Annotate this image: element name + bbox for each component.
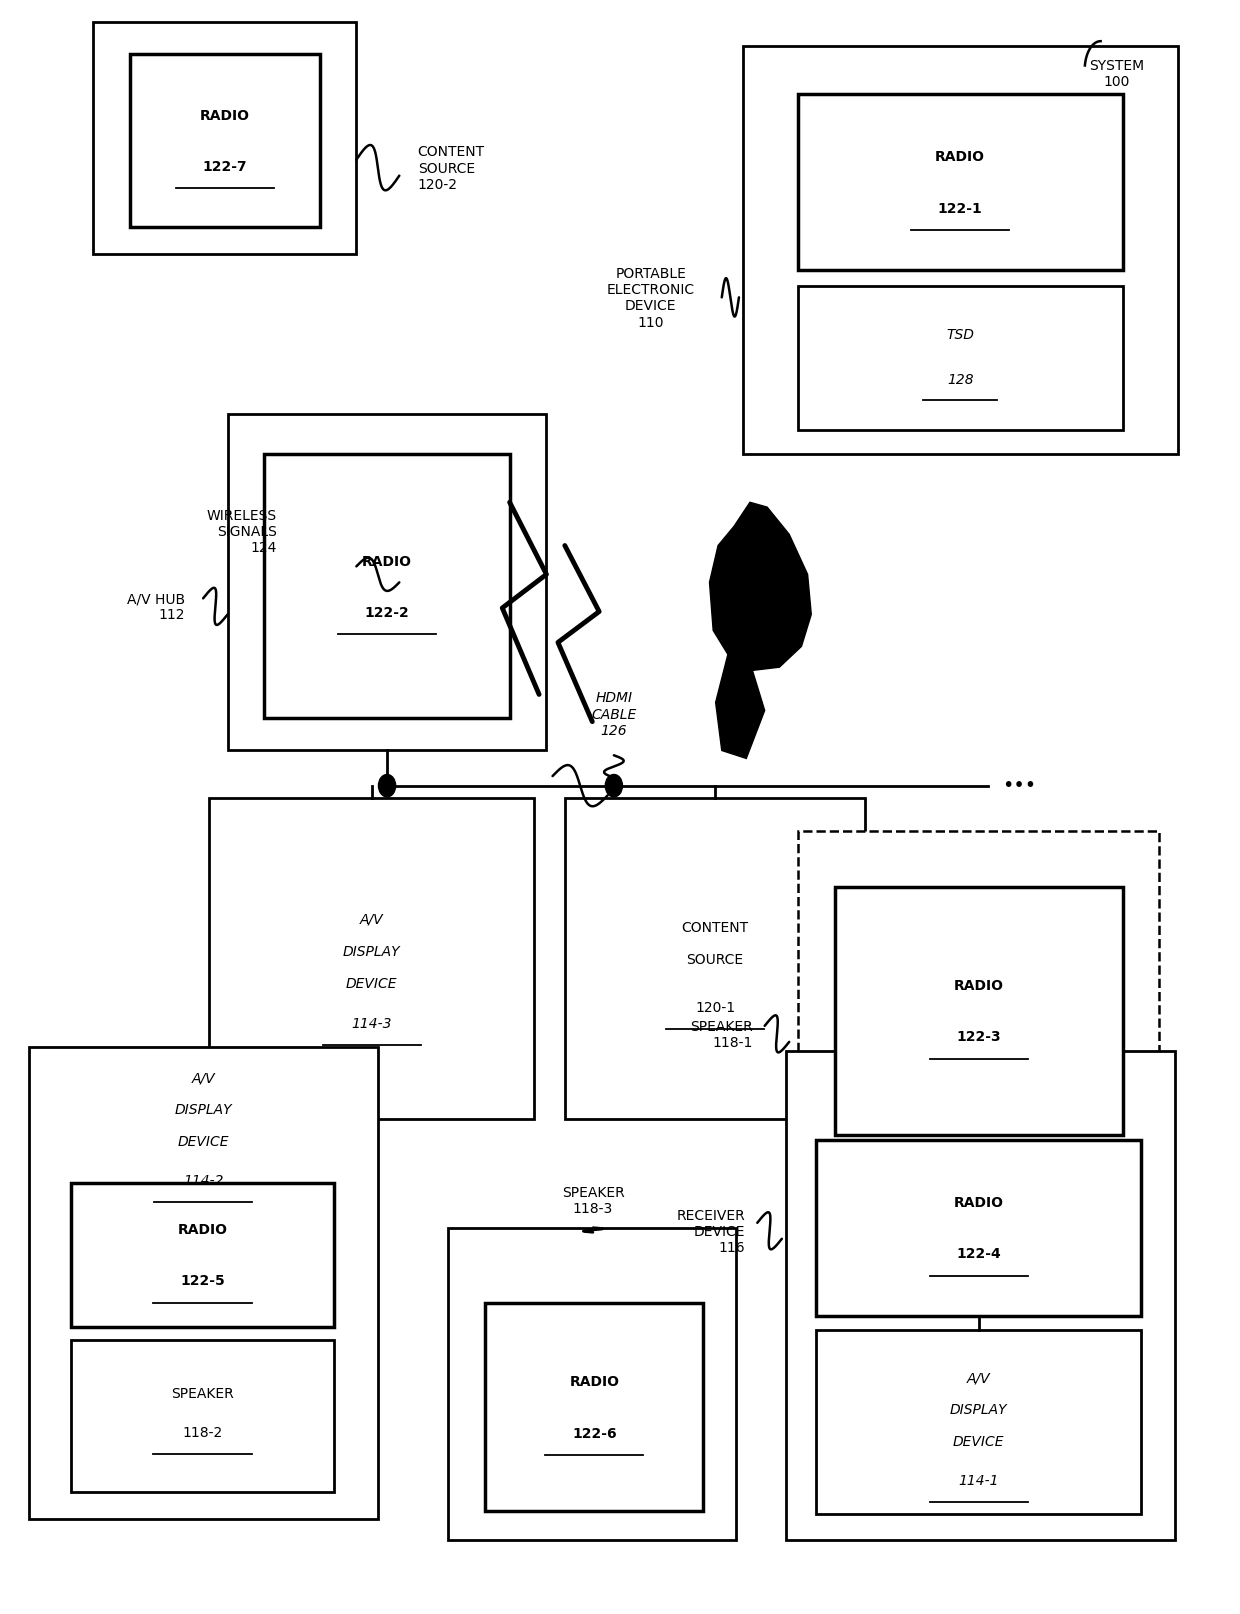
Text: A/V HUB
112: A/V HUB 112: [126, 592, 185, 621]
Text: CONTENT: CONTENT: [682, 920, 749, 935]
Bar: [29, 1047, 378, 1519]
Text: DEVICE: DEVICE: [952, 1435, 1004, 1448]
Bar: [797, 95, 1122, 271]
PathPatch shape: [715, 655, 765, 759]
Circle shape: [378, 775, 396, 797]
Text: 114-1: 114-1: [959, 1474, 999, 1486]
Bar: [449, 1228, 737, 1540]
Text: HDMI
CABLE
126: HDMI CABLE 126: [591, 691, 636, 738]
Text: DISPLAY: DISPLAY: [950, 1403, 1007, 1417]
Text: RADIO: RADIO: [362, 554, 412, 568]
Text: A/V: A/V: [191, 1070, 215, 1085]
Text: 122-3: 122-3: [956, 1030, 1001, 1044]
Text: USER: USER: [746, 544, 784, 558]
Text: TSD: TSD: [946, 328, 975, 342]
Text: RADIO: RADIO: [177, 1222, 227, 1236]
Bar: [835, 888, 1122, 1135]
Text: SPEAKER
118-3: SPEAKER 118-3: [562, 1186, 625, 1215]
Text: 122-7: 122-7: [202, 160, 247, 174]
Bar: [264, 455, 510, 718]
Bar: [816, 1139, 1141, 1315]
Text: 122-6: 122-6: [572, 1425, 616, 1440]
Text: SPEAKER
118-1: SPEAKER 118-1: [689, 1018, 753, 1049]
Text: DISPLAY: DISPLAY: [343, 944, 401, 959]
Text: 118-2: 118-2: [182, 1425, 223, 1438]
Bar: [797, 831, 1159, 1183]
Text: CONTENT
SOURCE
120-2: CONTENT SOURCE 120-2: [418, 145, 485, 192]
Bar: [797, 287, 1122, 431]
Text: DISPLAY: DISPLAY: [175, 1102, 232, 1117]
Bar: [785, 1052, 1176, 1540]
Bar: [228, 415, 547, 751]
PathPatch shape: [709, 504, 811, 671]
Text: 122-4: 122-4: [956, 1246, 1001, 1261]
Text: WIRELESS
SIGNALS
124: WIRELESS SIGNALS 124: [207, 508, 277, 555]
Text: DEVICE: DEVICE: [177, 1135, 229, 1149]
Text: •••: •••: [1003, 775, 1037, 794]
Circle shape: [605, 775, 622, 797]
Bar: [71, 1340, 335, 1491]
Text: A/V: A/V: [967, 1370, 991, 1385]
Bar: [743, 47, 1178, 455]
Text: 122-5: 122-5: [180, 1273, 224, 1288]
Text: 122-2: 122-2: [365, 605, 409, 620]
Bar: [816, 1330, 1141, 1514]
Text: 114-3: 114-3: [351, 1017, 392, 1030]
Text: 114-2: 114-2: [182, 1173, 223, 1186]
Text: RADIO: RADIO: [569, 1375, 619, 1388]
Text: A/V: A/V: [360, 912, 383, 926]
Bar: [93, 23, 356, 255]
Text: RADIO: RADIO: [935, 150, 986, 165]
Text: SOURCE: SOURCE: [687, 952, 744, 967]
Text: PORTABLE
ELECTRONIC
DEVICE
110: PORTABLE ELECTRONIC DEVICE 110: [606, 266, 694, 329]
Text: DEVICE: DEVICE: [346, 976, 398, 989]
Text: 120-1: 120-1: [694, 1001, 735, 1014]
Text: RADIO: RADIO: [200, 108, 249, 123]
Text: 122-1: 122-1: [937, 202, 982, 216]
Text: SPEAKER: SPEAKER: [171, 1386, 234, 1401]
Bar: [210, 799, 534, 1119]
Text: SYSTEM
100: SYSTEM 100: [1089, 60, 1145, 89]
Text: RADIO: RADIO: [954, 1196, 1003, 1209]
Text: RECEIVER
DEVICE
116: RECEIVER DEVICE 116: [676, 1207, 745, 1254]
Bar: [565, 799, 866, 1119]
Bar: [71, 1183, 335, 1327]
Bar: [485, 1302, 703, 1511]
Text: 128: 128: [947, 373, 973, 387]
Text: RADIO: RADIO: [954, 978, 1003, 993]
Bar: [129, 55, 320, 228]
